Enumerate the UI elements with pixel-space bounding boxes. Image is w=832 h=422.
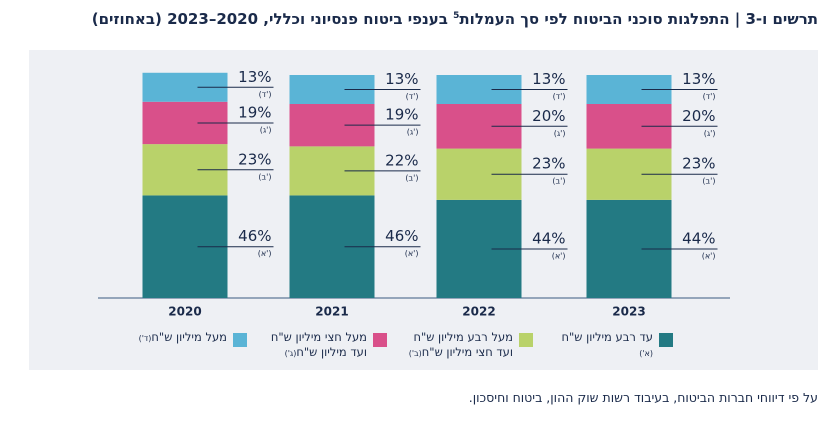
series-letter: (א') <box>258 249 272 258</box>
value-label: 13% <box>385 70 418 88</box>
legend-letter: (א') <box>639 349 653 358</box>
value-label: 46% <box>385 227 418 245</box>
legend-name: מעל רבע מיליון ש"ח ועד חצי מיליון ש"ח <box>413 330 513 359</box>
series-letter: (א') <box>702 251 716 260</box>
value-label: 19% <box>385 106 418 124</box>
x-tick-label: 2021 <box>315 305 348 319</box>
series-letter: (ד') <box>406 92 419 101</box>
series-letter: (ב') <box>702 177 715 186</box>
legend-name: מעל מיליון ש"ח <box>151 330 227 344</box>
title-text: תרשים ו-3 | התפלגות סוכני הביטוח לפי סך … <box>459 10 818 28</box>
series-letter: (ד') <box>703 92 716 101</box>
legend-label: מעל רבע מיליון ש"ח ועד חצי מיליון ש"ח(ב'… <box>401 330 513 361</box>
series-letter: (א') <box>405 249 419 258</box>
legend-label: מעל חצי מיליון ש"ח ועד מיליון ש"ח(ג') <box>255 330 367 361</box>
series-letter: (ג') <box>407 128 419 137</box>
series-letter: (ג') <box>260 125 272 134</box>
value-label: 13% <box>532 70 565 88</box>
value-label: 44% <box>682 229 715 247</box>
chart-title: תרשים ו-3 | התפלגות סוכני הביטוח לפי סך … <box>92 10 818 28</box>
legend-letter: (ד') <box>138 334 152 343</box>
title-note: 5 <box>453 11 460 21</box>
legend-label: מעל מיליון ש"ח(ד') <box>115 330 227 346</box>
value-label: 23% <box>532 155 565 173</box>
value-label: 44% <box>532 229 565 247</box>
legend-name: מעל חצי מיליון ש"ח ועד מיליון ש"ח <box>270 330 367 359</box>
value-label: 13% <box>682 70 715 88</box>
title-rest: בענפי ביטוח פנסיוני וכללי, 2020–2023 (בא… <box>91 10 454 28</box>
series-letter: (ד') <box>553 92 566 101</box>
series-letter: (א') <box>552 251 566 260</box>
legend-swatch <box>373 333 387 347</box>
value-label: 46% <box>238 227 271 245</box>
legend-name: עד רבע מיליון ש"ח <box>561 330 654 344</box>
series-letter: (ג') <box>554 129 566 138</box>
series-letter: (ב') <box>552 177 565 186</box>
legend-label: עד רבע מיליון ש"ח (א') <box>541 330 654 361</box>
source: על פי דיווחי חברות הביטוח, בעיבוד רשות ש… <box>468 390 818 405</box>
value-label: 20% <box>682 107 715 125</box>
series-letter: (ב') <box>258 172 271 181</box>
legend-letter: (ג') <box>284 349 297 358</box>
value-label: 13% <box>238 68 271 86</box>
series-letter: (ב') <box>405 173 418 182</box>
legend-letter: (ב') <box>408 349 422 358</box>
legend-swatch <box>233 333 247 347</box>
value-label: 23% <box>238 150 271 168</box>
x-tick-label: 2022 <box>462 305 495 319</box>
value-label: 22% <box>385 151 418 169</box>
series-letter: (ד') <box>259 90 272 99</box>
value-label: 19% <box>238 103 271 121</box>
legend-swatch <box>519 333 533 347</box>
series-letter: (ג') <box>704 129 716 138</box>
value-label: 20% <box>532 107 565 125</box>
x-tick-label: 2020 <box>168 305 201 319</box>
legend-swatch <box>659 333 673 347</box>
value-label: 23% <box>682 155 715 173</box>
x-tick-label: 2023 <box>612 305 645 319</box>
